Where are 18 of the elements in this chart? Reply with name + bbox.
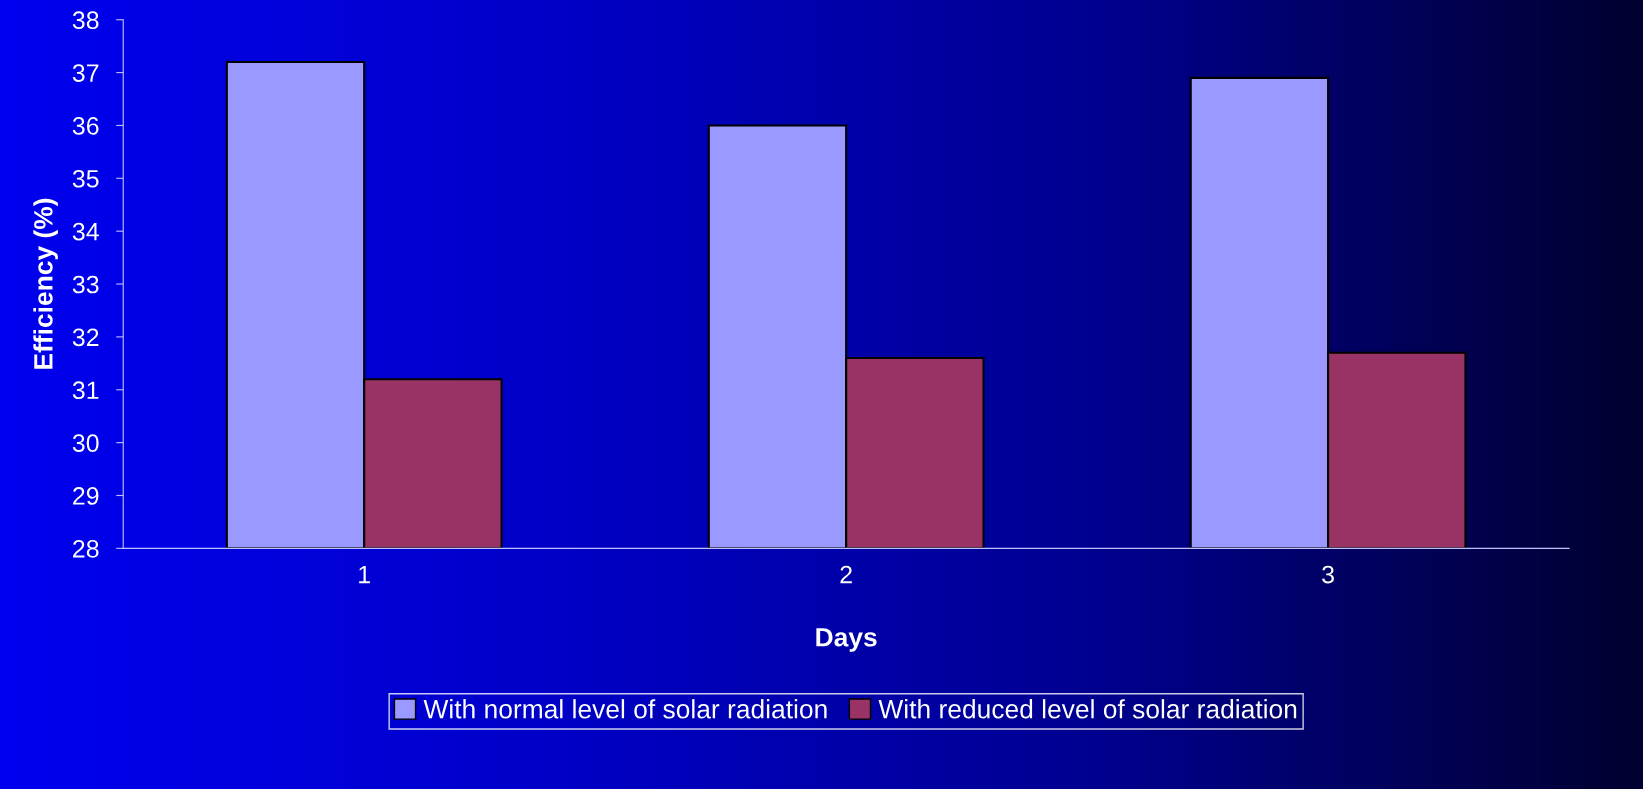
x-tick-label: 2 [840,565,852,584]
y-tick-label: 36 [72,117,99,135]
x-tick-label: 3 [1322,565,1334,584]
legend-label: With normal level of solar radiation [423,699,827,719]
y-axis-title: Efficiency (%) [33,198,58,369]
y-tick-label: 32 [72,328,99,347]
y-tick-label: 34 [72,222,99,241]
y-tick-label: 30 [72,434,99,452]
y-tick-label: 33 [72,275,99,294]
y-tick-label: 31 [72,381,99,400]
x-tick-label: 1 [359,565,370,584]
legend-label: With reduced level of solar radiation [878,699,1297,719]
x-axis-title: Days [816,628,877,652]
y-tick-label: 35 [72,169,99,188]
y-tick-label: 28 [73,539,99,558]
y-tick-label: 38 [72,11,99,30]
y-tick-label: 29 [73,487,99,505]
y-tick-label: 37 [72,64,99,82]
